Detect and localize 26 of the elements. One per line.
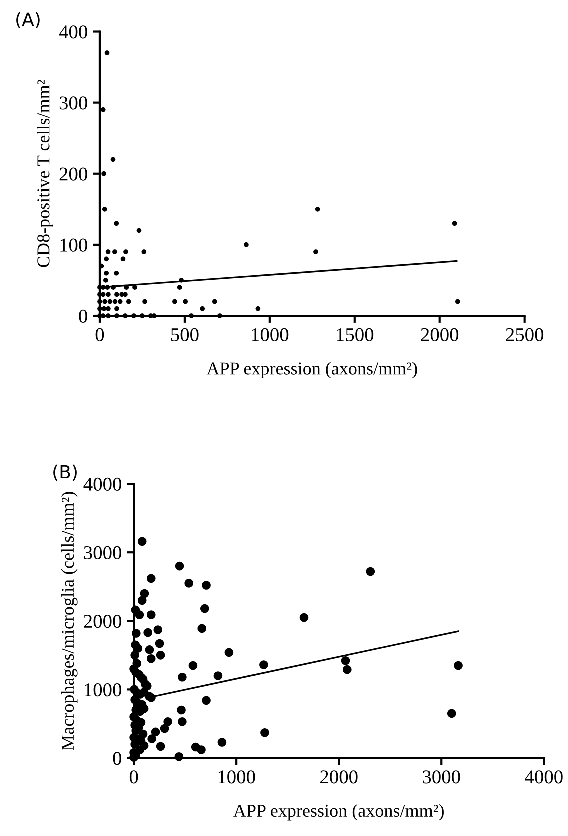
text: (A) <box>16 12 40 28</box>
y-tick-label: 3000 <box>84 546 122 560</box>
x-tick-label: 4000 <box>525 770 563 784</box>
y-tick-label: 100 <box>60 238 88 252</box>
x-tick-label: 2000 <box>421 328 459 342</box>
y-tick-label: 300 <box>60 96 88 110</box>
y-tick-label: 2000 <box>84 614 122 628</box>
x-tick-label: 1000 <box>252 328 289 342</box>
y-tick-label: 400 <box>59 26 88 39</box>
x-tick-label: 3000 <box>423 770 460 784</box>
y-tick-label: 1000 <box>85 684 122 697</box>
y-tick-label: 200 <box>60 168 88 181</box>
x-tick-label: 1000 <box>218 770 256 784</box>
x-axis-title: APP expression (axons/mm²) <box>234 804 444 821</box>
y-tick-label: 4000 <box>84 478 122 491</box>
y-axis-title: CD8-positive T cells/mm² <box>37 80 54 268</box>
x-axis-title: APP expression (axons/mm²) <box>206 362 418 378</box>
x-tick-label: 1500 <box>337 328 374 342</box>
text: (B) <box>54 464 77 481</box>
y-tick-label: 0 <box>113 752 122 766</box>
y-axis-title: Macrophages/microglia (cells/mm²) <box>61 492 78 750</box>
x-tick-label: 2000 <box>320 770 358 784</box>
x-tick-label: 500 <box>171 328 199 342</box>
x-tick-label: 2500 <box>506 328 544 342</box>
y-tick-label: 0 <box>79 310 88 323</box>
x-tick-label: 0 <box>130 770 138 784</box>
